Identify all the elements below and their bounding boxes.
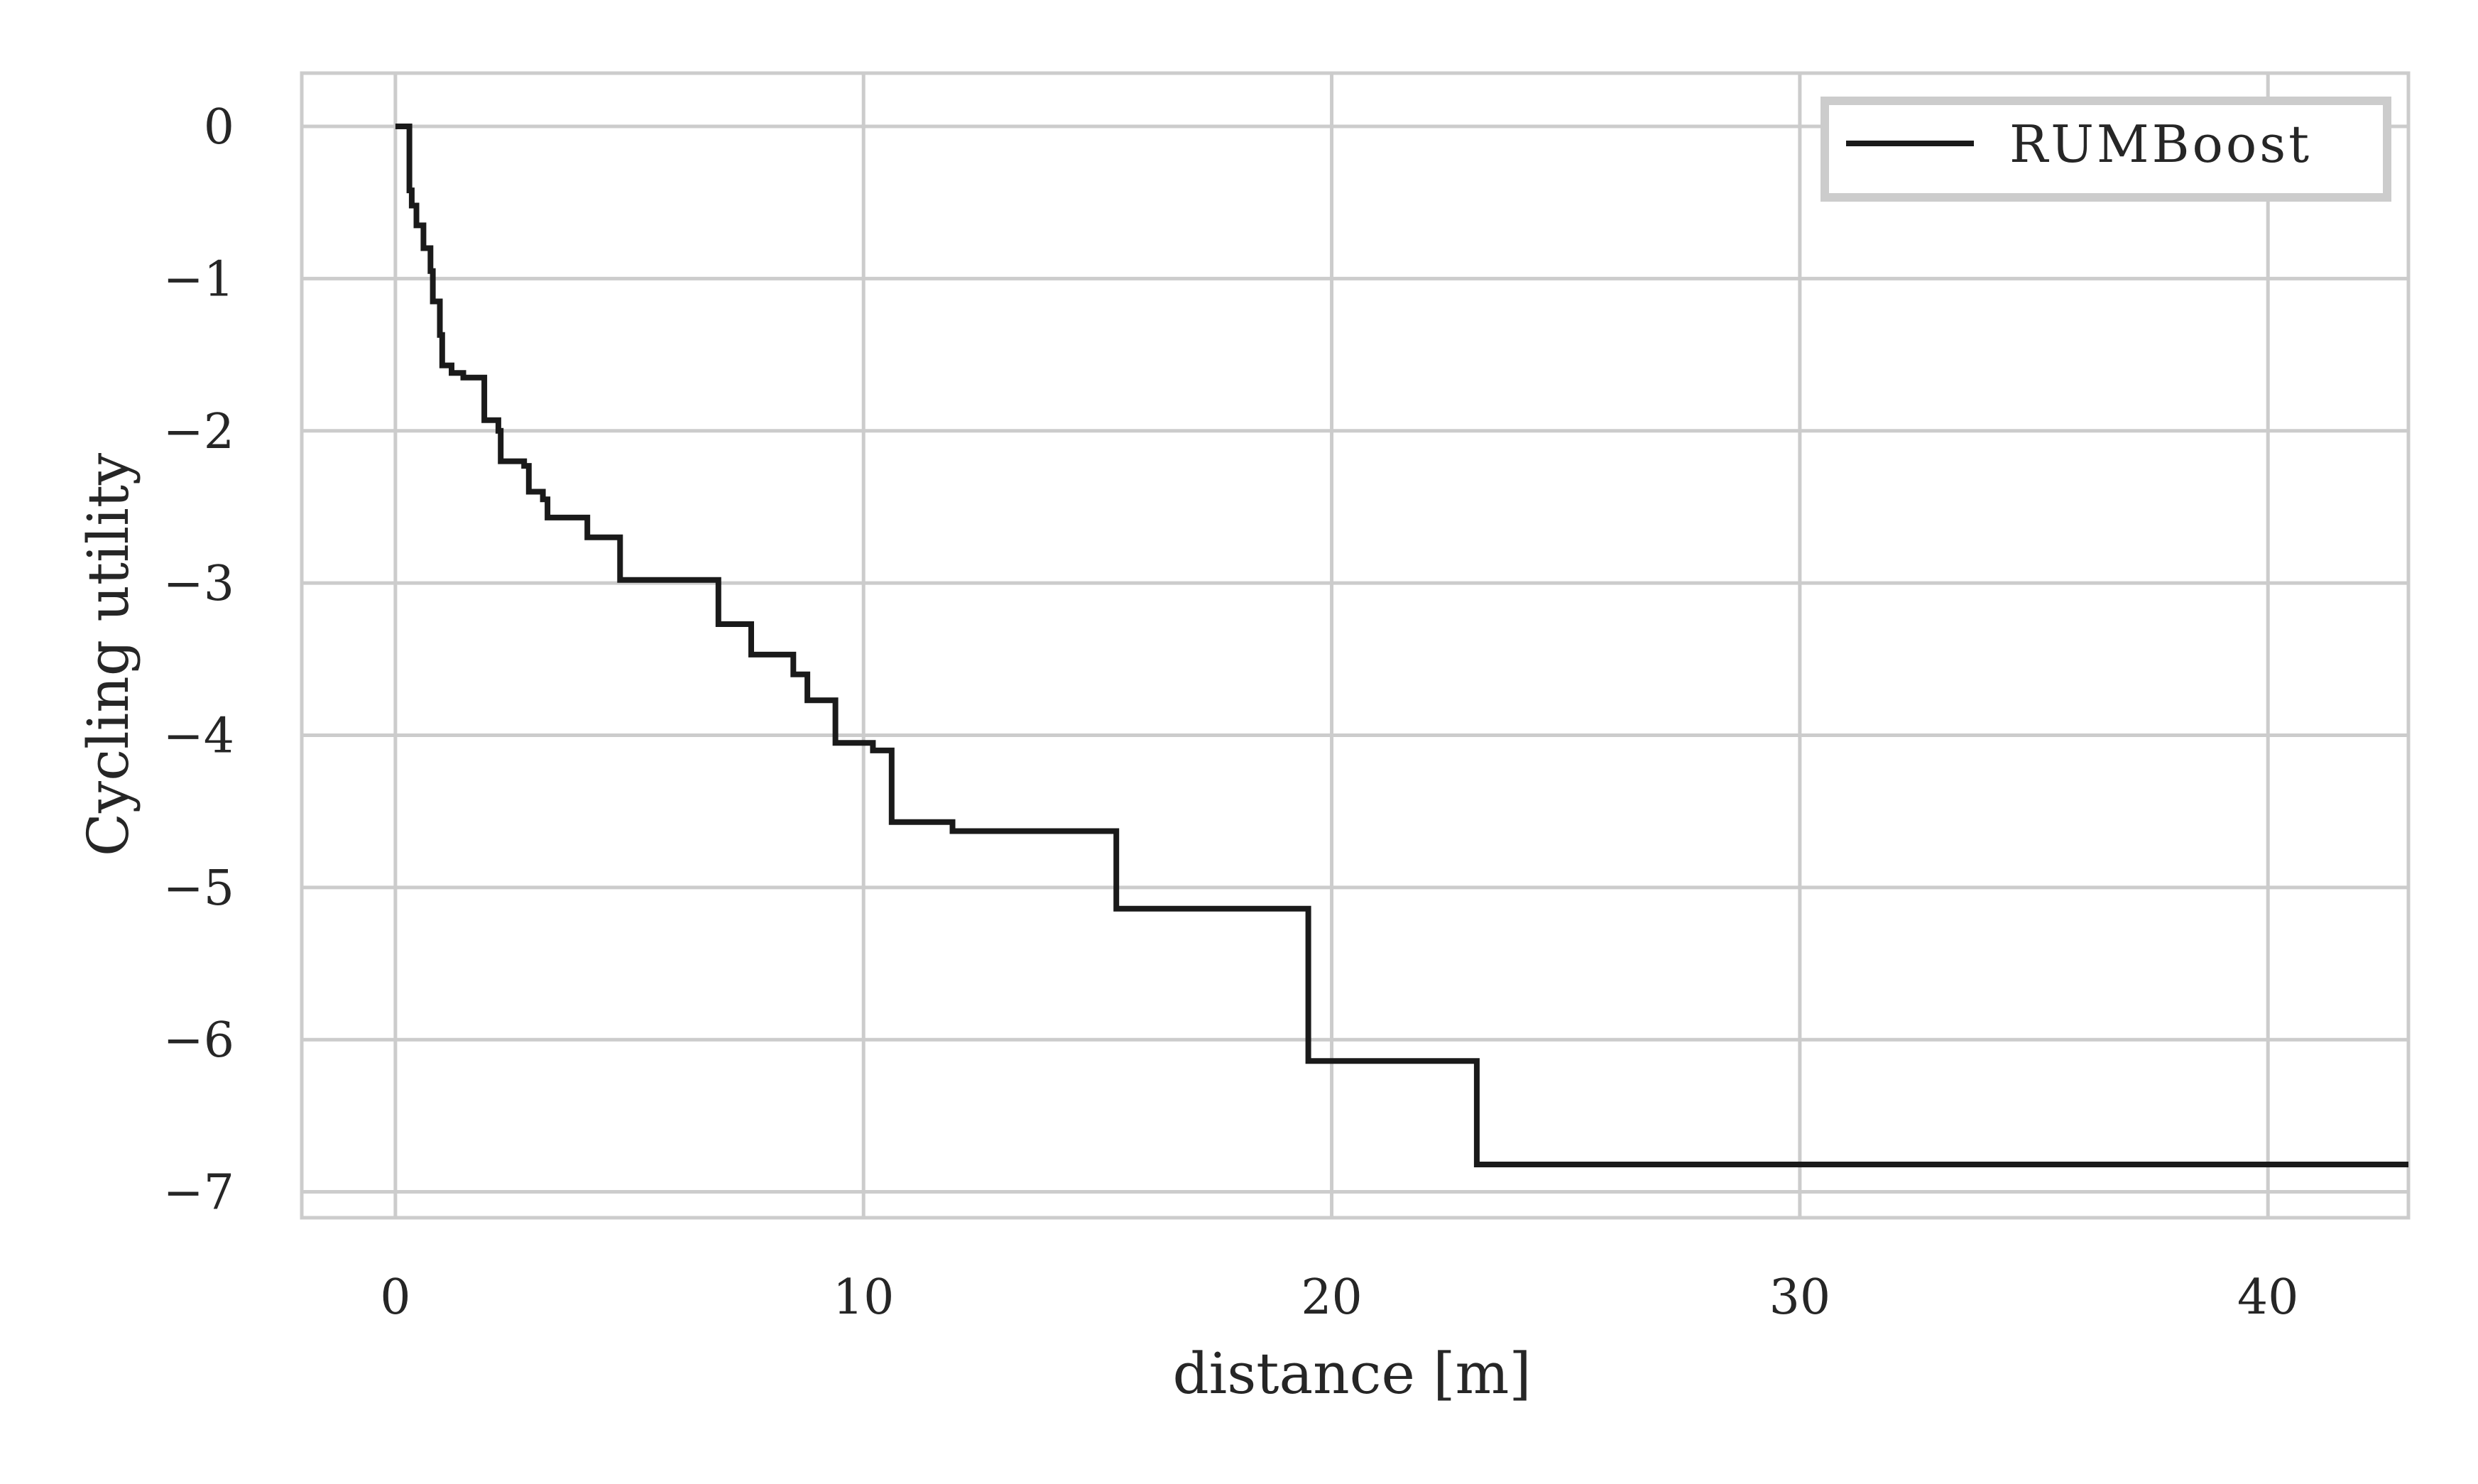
- grid-lines: [302, 73, 2408, 1218]
- plot-frame: [300, 71, 2411, 1220]
- series-line-rumboost: [395, 124, 2408, 1167]
- x-tick-label: 0: [380, 1270, 410, 1326]
- y-tick-label: −3: [163, 556, 234, 612]
- y-tick-label: 0: [204, 99, 234, 156]
- x-tick-label: 40: [2237, 1270, 2299, 1326]
- y-axis-label: Cycling utility: [75, 453, 141, 856]
- y-tick-label: −6: [163, 1013, 234, 1069]
- y-tick-label: −2: [163, 404, 234, 460]
- y-tick-label: −7: [163, 1165, 234, 1221]
- y-tick-label: −5: [163, 861, 234, 917]
- tick-labels: 0 10 20 30 40 0 −1 −2 −3 −4 −5 −6 −7: [163, 99, 2299, 1326]
- legend-entry-rumboost: RUMBoost: [2009, 114, 2312, 174]
- legend-box: [1821, 97, 2391, 202]
- y-tick-label: −1: [163, 251, 234, 307]
- x-axis-label: distance [m]: [1172, 1341, 1531, 1407]
- x-tick-label: 20: [1301, 1270, 1363, 1326]
- x-tick-label: 30: [1769, 1270, 1831, 1326]
- x-tick-label: 10: [833, 1270, 895, 1326]
- y-tick-label: −4: [163, 708, 234, 764]
- series-layer: [395, 124, 2408, 1167]
- legend: RUMBoost: [1821, 97, 2391, 202]
